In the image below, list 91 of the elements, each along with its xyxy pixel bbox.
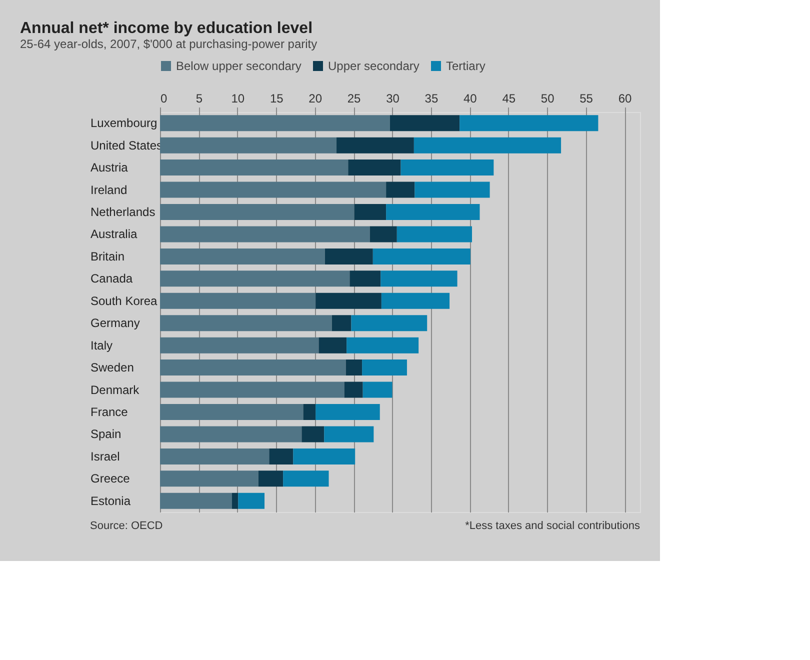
bar — [283, 470, 329, 487]
bar — [160, 226, 370, 242]
x-tick-label: 30 — [386, 92, 400, 106]
bar — [160, 270, 350, 287]
text: *Less taxes and social contributions — [465, 520, 640, 532]
bar — [380, 270, 458, 287]
bar — [160, 137, 337, 154]
bar — [386, 182, 415, 198]
legend-label: Upper secondary — [328, 59, 420, 73]
bar — [160, 160, 348, 176]
y-tick-label: Spain — [90, 427, 122, 442]
y-tick-label: Canada — [90, 272, 133, 286]
bar — [381, 292, 450, 309]
x-tick-label: 35 — [424, 92, 438, 106]
bar — [324, 426, 374, 442]
x-tick-label: 15 — [270, 92, 284, 106]
bar — [160, 204, 354, 220]
bar — [351, 315, 428, 332]
bar — [344, 382, 363, 398]
bar — [316, 404, 380, 420]
bar — [362, 360, 407, 376]
bar — [258, 470, 284, 487]
y-tick-label: Greece — [90, 472, 130, 486]
bar — [160, 404, 304, 420]
y-tick-label: Netherlands — [90, 205, 156, 219]
bar — [316, 292, 382, 309]
y-tick-label: France — [90, 405, 128, 419]
bar — [160, 426, 302, 442]
chart-title: Annual net* income by education level — [20, 20, 313, 37]
legend-label: Tertiary — [446, 59, 486, 73]
x-tick-label: 45 — [502, 92, 516, 106]
x-tick-label: 40 — [464, 92, 478, 106]
bar — [362, 382, 392, 398]
x-tick-label: 0 — [160, 92, 168, 106]
bar — [348, 160, 401, 176]
bar — [346, 337, 419, 354]
y-tick-label: Britain — [90, 249, 125, 264]
y-tick-label: Denmark — [90, 382, 140, 397]
y-tick-label: Israel — [90, 449, 120, 464]
chart-subtitle: 25-64 year-olds, 2007, $'000 at purchasing-power parity — [20, 37, 318, 51]
bar — [160, 315, 332, 332]
y-tick-label: South Korea — [90, 294, 158, 308]
bar — [396, 226, 472, 242]
y-tick-label: Australia — [90, 227, 138, 242]
y-tick-label: Luxembourg — [90, 116, 158, 130]
x-tick-label: 25 — [347, 92, 362, 106]
bar — [372, 248, 470, 264]
bar — [232, 492, 238, 509]
y-tick-label: Austria — [90, 160, 128, 175]
x-tick-label: 10 — [231, 92, 245, 106]
bar — [160, 292, 316, 309]
bar — [318, 337, 347, 354]
bar — [160, 248, 325, 264]
x-tick-label: 20 — [308, 92, 322, 106]
y-tick-label: Italy — [90, 338, 113, 352]
bar — [460, 115, 598, 132]
bar — [303, 404, 316, 420]
bar — [350, 270, 381, 287]
bar — [160, 360, 346, 376]
bar — [414, 137, 562, 154]
bar — [160, 448, 270, 464]
bar — [332, 315, 352, 332]
bar — [302, 426, 324, 442]
bar — [160, 382, 344, 398]
bar — [160, 337, 319, 354]
bar — [160, 182, 386, 198]
bar — [336, 137, 414, 154]
bar — [238, 492, 265, 509]
bar — [370, 226, 397, 242]
bar — [160, 115, 390, 132]
bar — [269, 448, 294, 464]
x-tick-label: 50 — [540, 92, 555, 106]
legend-label: Below upper secondary — [176, 59, 302, 73]
y-tick-label: Germany — [90, 316, 140, 330]
x-tick-label: 60 — [618, 92, 632, 106]
bar — [160, 492, 232, 509]
bar — [346, 360, 362, 376]
y-tick-label: Estonia — [90, 494, 131, 508]
bar — [160, 470, 258, 487]
y-tick-label: Ireland — [90, 182, 128, 197]
bar — [390, 115, 460, 132]
y-tick-label: Sweden — [90, 360, 134, 375]
bar — [293, 448, 356, 464]
bar — [414, 182, 490, 198]
x-tick-label: 5 — [196, 92, 203, 106]
bar — [386, 204, 480, 220]
bar — [354, 204, 386, 220]
source-note: Source: OECD — [90, 520, 163, 532]
bar — [324, 248, 373, 264]
x-tick-label: 55 — [580, 92, 594, 106]
bar — [400, 160, 494, 176]
